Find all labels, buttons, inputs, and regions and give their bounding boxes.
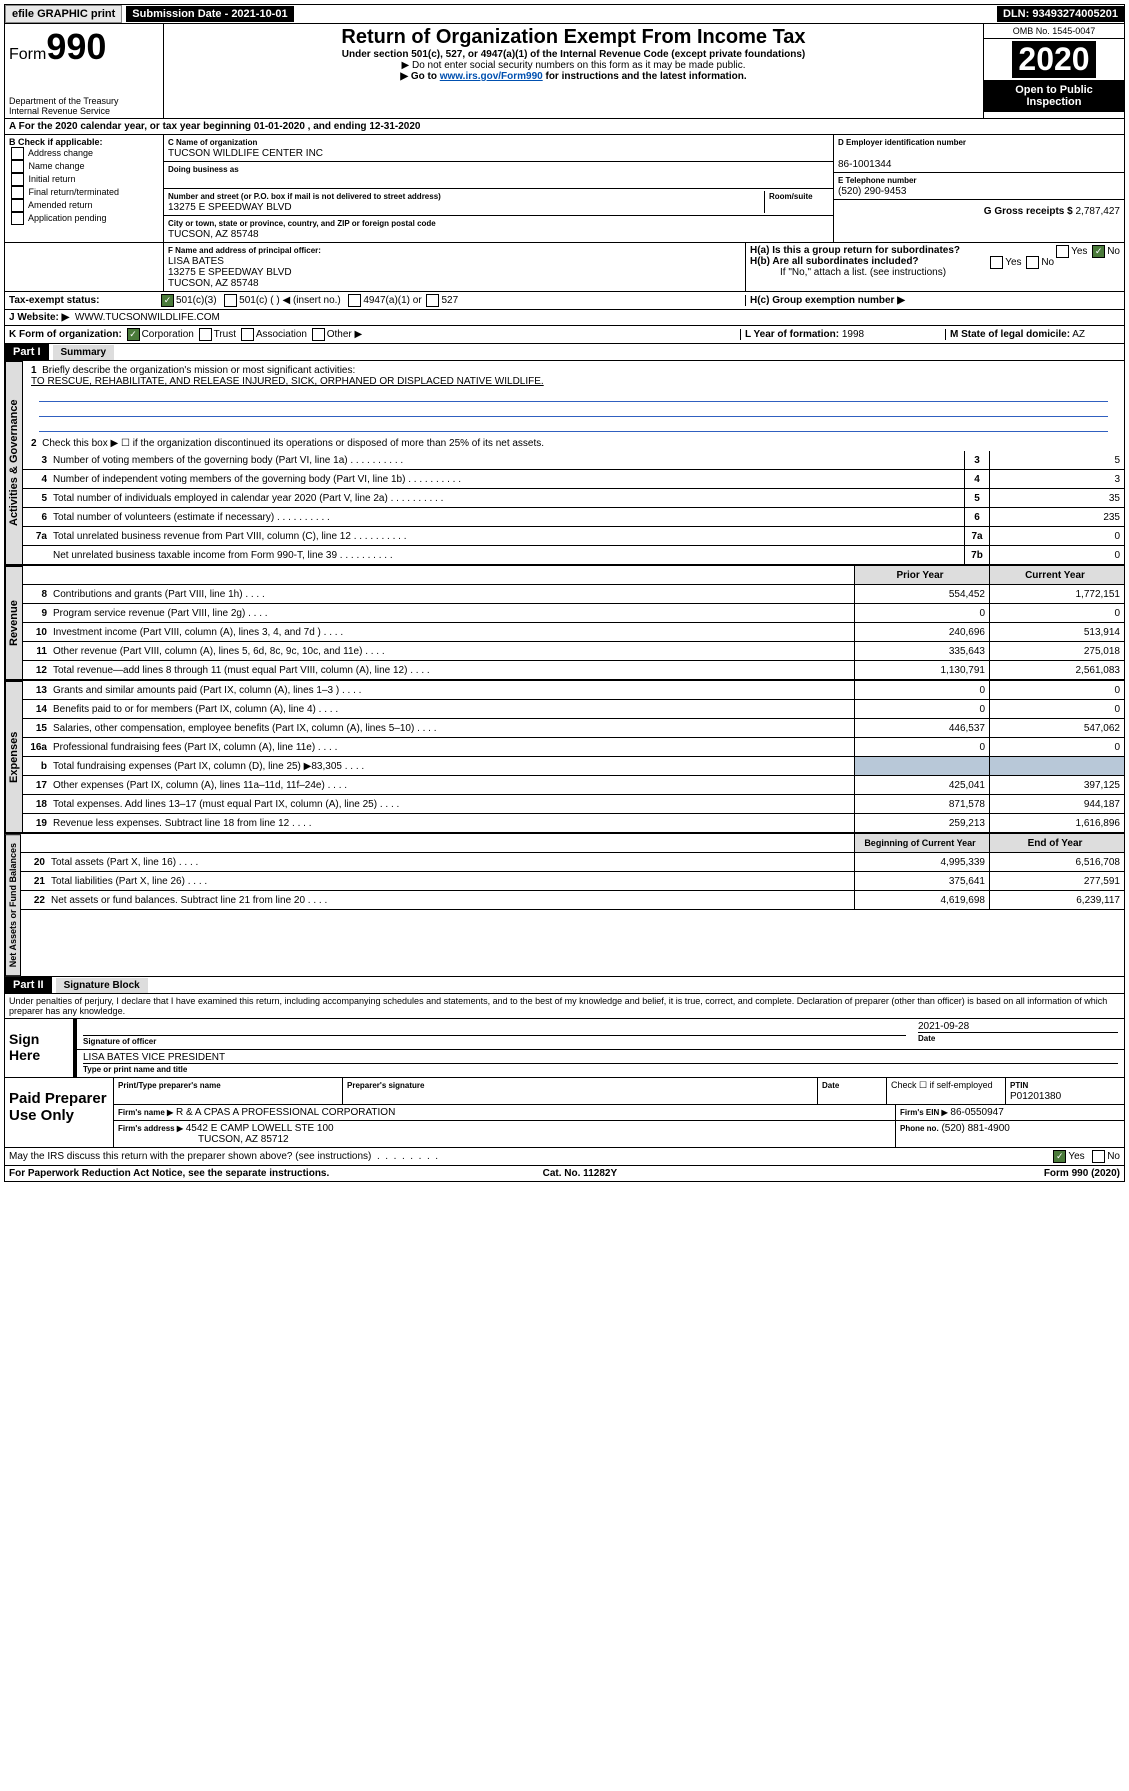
omb-number: OMB No. 1545-0047 (984, 24, 1124, 39)
sign-date: 2021-09-28 (918, 1021, 969, 1032)
ha-yes[interactable] (1056, 245, 1069, 258)
line-16a: 16aProfessional fundraising fees (Part I… (23, 738, 1124, 757)
line-10: 10Investment income (Part VIII, column (… (23, 623, 1124, 642)
tax-year-line: A For the 2020 calendar year, or tax yea… (4, 119, 1125, 135)
check-application-pending[interactable]: Application pending (9, 212, 159, 225)
irs-link[interactable]: www.irs.gov/Form990 (440, 71, 543, 82)
dln-label: DLN: 93493274005201 (997, 6, 1124, 22)
line-20: 20Total assets (Part X, line 16) . . . .… (21, 853, 1124, 872)
form-title: Return of Organization Exempt From Incom… (168, 26, 979, 49)
website: WWW.TUCSONWILDLIFE.COM (75, 312, 220, 323)
tab-revenue: Revenue (5, 566, 23, 680)
open-inspection: Open to Public Inspection (984, 80, 1124, 112)
501c3-check[interactable]: ✓ (161, 294, 174, 307)
firm-addr: 4542 E CAMP LOWELL STE 100 (186, 1123, 334, 1134)
line-17: 17Other expenses (Part IX, column (A), l… (23, 776, 1124, 795)
line-21: 21Total liabilities (Part X, line 26) . … (21, 872, 1124, 891)
line-b: bTotal fundraising expenses (Part IX, co… (23, 757, 1124, 776)
line-3: 3Number of voting members of the governi… (23, 451, 1124, 470)
org-city: TUCSON, AZ 85748 (168, 229, 259, 240)
tax-year: 2020 (1012, 41, 1095, 78)
line-5: 5Total number of individuals employed in… (23, 489, 1124, 508)
discuss-yes[interactable]: ✓ (1053, 1150, 1066, 1163)
org-name: TUCSON WILDLIFE CENTER INC (168, 148, 323, 159)
check-initial-return[interactable]: Initial return (9, 173, 159, 186)
form-word: Form (9, 46, 46, 63)
line-22: 22Net assets or fund balances. Subtract … (21, 891, 1124, 910)
line-11: 11Other revenue (Part VIII, column (A), … (23, 642, 1124, 661)
line-13: 13Grants and similar amounts paid (Part … (23, 681, 1124, 700)
line-4: 4Number of independent voting members of… (23, 470, 1124, 489)
dept-label: Department of the Treasury Internal Reve… (9, 96, 159, 116)
hb-no[interactable] (1026, 256, 1039, 269)
org-street: 13275 E SPEEDWAY BLVD (168, 202, 292, 213)
officer-sig-name: LISA BATES VICE PRESIDENT (83, 1052, 225, 1063)
gross-receipts: 2,787,427 (1076, 206, 1121, 217)
line-7b: Net unrelated business taxable income fr… (23, 546, 1124, 565)
line-6: 6Total number of volunteers (estimate if… (23, 508, 1124, 527)
line-15: 15Salaries, other compensation, employee… (23, 719, 1124, 738)
line-8: 8Contributions and grants (Part VIII, li… (23, 585, 1124, 604)
officer-name: LISA BATES (168, 256, 224, 267)
firm-ein: 86-0550947 (950, 1107, 1003, 1118)
ein: 86-1001344 (838, 159, 891, 170)
k-corp[interactable]: ✓ (127, 328, 140, 341)
check-amended-return[interactable]: Amended return (9, 199, 159, 212)
paid-preparer: Paid Preparer Use Only (5, 1078, 113, 1147)
part1-hdr: Part I (5, 344, 49, 360)
line-9: 9Program service revenue (Part VIII, lin… (23, 604, 1124, 623)
efile-button[interactable]: efile GRAPHIC print (5, 5, 122, 23)
mission: TO RESCUE, REHABILITATE, AND RELEASE INJ… (31, 376, 544, 387)
ha-no[interactable]: ✓ (1092, 245, 1105, 258)
form-number: 990 (46, 26, 106, 67)
line-12: 12Total revenue—add lines 8 through 11 (… (23, 661, 1124, 680)
cat-no: Cat. No. 11282Y (543, 1168, 617, 1179)
domicile: AZ (1072, 329, 1085, 340)
line-14: 14Benefits paid to or for members (Part … (23, 700, 1124, 719)
section-b: B Check if applicable: Address change Na… (5, 135, 164, 242)
year-formed: 1998 (842, 329, 864, 340)
subtitle-1: Under section 501(c), 527, or 4947(a)(1)… (168, 49, 979, 60)
discuss-no[interactable] (1092, 1150, 1105, 1163)
tab-expenses: Expenses (5, 681, 23, 833)
form-header: Form990 Department of the Treasury Inter… (4, 24, 1125, 119)
paperwork-notice: For Paperwork Reduction Act Notice, see … (9, 1168, 329, 1179)
line-7a: 7aTotal unrelated business revenue from … (23, 527, 1124, 546)
line-18: 18Total expenses. Add lines 13–17 (must … (23, 795, 1124, 814)
tab-governance: Activities & Governance (5, 361, 23, 565)
firm-phone: (520) 881-4900 (941, 1123, 1009, 1134)
part2-hdr: Part II (5, 977, 52, 993)
form-footer: Form 990 (2020) (1044, 1168, 1120, 1179)
firm-name: R & A CPAS A PROFESSIONAL CORPORATION (176, 1107, 395, 1118)
phone: (520) 290-9453 (838, 186, 906, 197)
sign-here: Sign Here (5, 1019, 73, 1077)
tab-net: Net Assets or Fund Balances (5, 834, 21, 976)
subtitle-2: ▶ Do not enter social security numbers o… (168, 60, 979, 71)
check-address-change[interactable]: Address change (9, 147, 159, 160)
check-name-change[interactable]: Name change (9, 160, 159, 173)
submission-date: Submission Date - 2021-10-01 (126, 6, 293, 22)
line-19: 19Revenue less expenses. Subtract line 1… (23, 814, 1124, 833)
perjury: Under penalties of perjury, I declare th… (4, 994, 1125, 1019)
topbar: efile GRAPHIC print Submission Date - 20… (4, 4, 1125, 24)
hb-yes[interactable] (990, 256, 1003, 269)
check-final-return-terminated[interactable]: Final return/terminated (9, 186, 159, 199)
ptin: P01201380 (1010, 1091, 1061, 1102)
